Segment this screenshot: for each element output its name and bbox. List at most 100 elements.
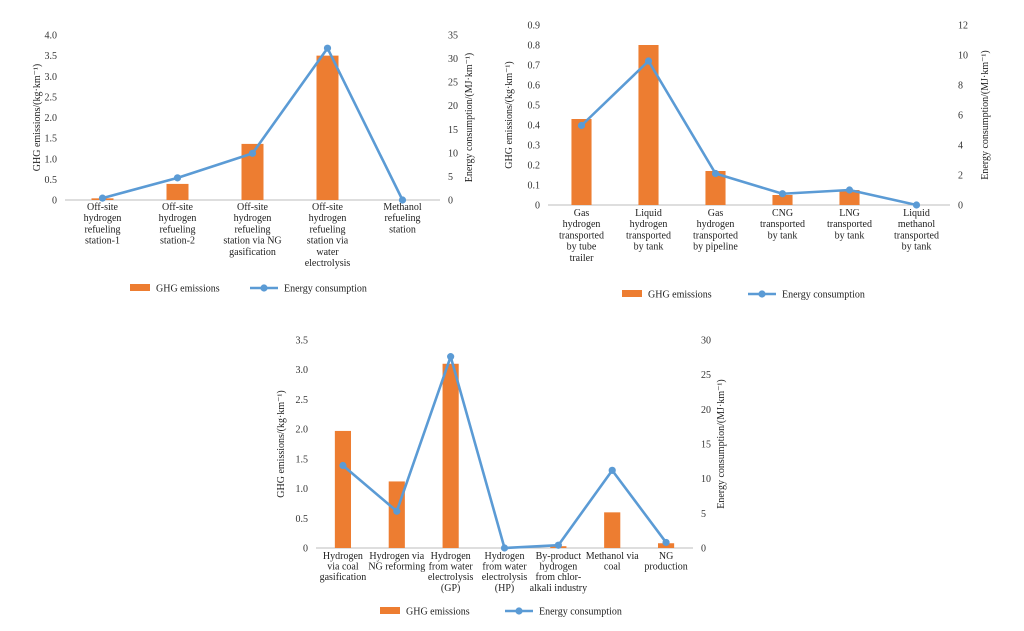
- right-tick-label: 20: [448, 101, 458, 112]
- left-tick-label: 1.5: [45, 134, 58, 145]
- category-label-line: Off-site: [312, 202, 343, 213]
- point-energy-consumption: [173, 174, 182, 182]
- category-label-line: hydrogen: [630, 219, 668, 230]
- category-label-line: hydrogen: [697, 219, 735, 230]
- category-label: By-product hydrogen from chlor-alkali indu…: [530, 551, 588, 594]
- category-label: Methanol via coal: [586, 551, 640, 573]
- left-tick-label: 0.5: [45, 175, 58, 186]
- left-tick-label: 0.1: [528, 181, 541, 192]
- bar-ghg-emissions: [571, 119, 592, 205]
- category-label-line: NG: [659, 551, 673, 562]
- point-energy-consumption: [845, 186, 854, 194]
- category-label-line: electrolysis: [305, 258, 351, 269]
- category-label: Off-site hydrogen refueling station via NG g…: [223, 202, 281, 258]
- category-label-line: refueling: [234, 224, 270, 235]
- category-label: Hydrogen via coal gasification: [320, 551, 367, 583]
- point-energy-consumption: [711, 169, 720, 178]
- right-tick-label: 25: [448, 78, 458, 89]
- legend-bar-swatch: [622, 290, 642, 297]
- right-tick-label: 12: [958, 21, 968, 32]
- legend-ghg-label: GHG emissions: [406, 607, 470, 618]
- left-tick-label: 0.4: [528, 121, 541, 132]
- category-label-line: transported: [559, 230, 604, 241]
- left-tick-label: 3.5: [296, 336, 309, 347]
- bar-ghg-emissions: [334, 430, 352, 548]
- category-label-line: (HP): [495, 583, 514, 594]
- point-energy-consumption: [554, 541, 562, 549]
- left-tick-label: 4.0: [45, 31, 58, 42]
- category-label-line: Off-site: [237, 202, 268, 213]
- category-label-line: production: [644, 562, 687, 573]
- right-tick-label: 30: [448, 54, 458, 65]
- category-label: Off-site hydrogen refueling station via wate…: [305, 202, 351, 269]
- point-energy-consumption: [248, 149, 257, 157]
- bar-ghg-emissions: [316, 55, 339, 200]
- right-tick-label: 4: [958, 141, 963, 152]
- point-energy-consumption: [447, 353, 455, 361]
- category-label-line: by tank: [634, 242, 664, 253]
- right-tick-label: 15: [701, 440, 711, 451]
- category-label-line: refueling: [384, 213, 420, 224]
- point-energy-consumption: [912, 201, 921, 209]
- category-label-line: Hydrogen: [431, 551, 471, 562]
- left-tick-label: 0.3: [528, 141, 541, 152]
- category-label-line: Liquid: [635, 208, 662, 219]
- category-label-line: coal: [604, 562, 621, 573]
- left-tick-label: 2.0: [45, 113, 58, 124]
- category-label-line: Off-site: [162, 202, 193, 213]
- right-axis-title: Energy consumption/(MJ·km⁻¹): [716, 379, 727, 508]
- legend-bar-swatch: [380, 607, 400, 614]
- category-label-line: by tank: [902, 242, 932, 253]
- left-tick-label: 3.0: [45, 72, 58, 83]
- category-label-line: by tube: [567, 242, 597, 253]
- right-tick-label: 0: [448, 196, 453, 207]
- left-tick-label: 0: [303, 544, 308, 555]
- right-tick-label: 5: [448, 172, 453, 183]
- category-label-line: transported: [626, 230, 671, 241]
- category-label: Hydrogen from water electrolysis (GP): [428, 551, 474, 594]
- category-label: Methanol refueling station: [383, 202, 422, 235]
- category-label-line: station: [389, 224, 416, 235]
- legend: GHG emissions Energy consumption: [380, 607, 622, 618]
- left-tick-label: 2.5: [45, 92, 58, 103]
- left-tick-label: 0.5: [296, 514, 309, 525]
- point-energy-consumption: [398, 196, 407, 204]
- bar-ghg-emissions: [166, 183, 189, 200]
- right-tick-label: 5: [701, 509, 706, 520]
- category-label-line: gasification: [320, 572, 367, 583]
- bar-ghg-emissions: [442, 363, 459, 548]
- category-label-line: Hydrogen via: [369, 551, 424, 562]
- legend-energy-label: Energy consumption: [284, 284, 367, 295]
- category-label-line: CNG: [772, 208, 793, 219]
- left-tick-label: 1.0: [45, 154, 58, 165]
- left-tick-label: 1.0: [296, 484, 309, 495]
- point-energy-consumption: [500, 544, 509, 552]
- point-energy-consumption: [98, 194, 107, 202]
- category-label-line: Gas: [708, 208, 724, 219]
- legend-energy-label: Energy consumption: [539, 607, 622, 618]
- category-label: Liquid methanol transported by tank: [894, 208, 939, 253]
- category-label-line: hydrogen: [539, 562, 577, 573]
- category-label-line: Gas: [574, 208, 590, 219]
- left-axis-title: GHG emissions/(kg·km⁻¹): [504, 61, 515, 168]
- chart-panel-3: 0 0.5 1.0 1.5 2.0 2.5 3.0 3.5 0 5 10 15 20 25 30 GHG em…: [276, 336, 727, 618]
- category-label: Gas hydrogen transported by pipeline: [693, 208, 738, 253]
- left-axis-title: GHG emissions/(kg·km⁻¹): [32, 64, 43, 171]
- point-energy-consumption: [778, 190, 787, 198]
- point-energy-consumption: [323, 44, 332, 52]
- category-label-line: by tank: [835, 230, 865, 241]
- right-tick-label: 35: [448, 31, 458, 42]
- bar-ghg-emissions: [772, 195, 793, 205]
- bar-ghg-emissions: [638, 45, 659, 205]
- left-tick-label: 3.5: [45, 51, 58, 62]
- category-label-line: station via: [307, 236, 349, 247]
- category-label-line: refueling: [84, 224, 120, 235]
- category-label-line: hydrogen: [84, 213, 122, 224]
- right-tick-label: 15: [448, 125, 458, 136]
- right-axis-title: Energy consumption/(MJ·km⁻¹): [980, 50, 991, 179]
- left-tick-label: 0.7: [528, 61, 541, 72]
- right-tick-label: 10: [448, 148, 458, 159]
- category-label-line: from water: [429, 562, 474, 573]
- point-energy-consumption: [339, 461, 347, 470]
